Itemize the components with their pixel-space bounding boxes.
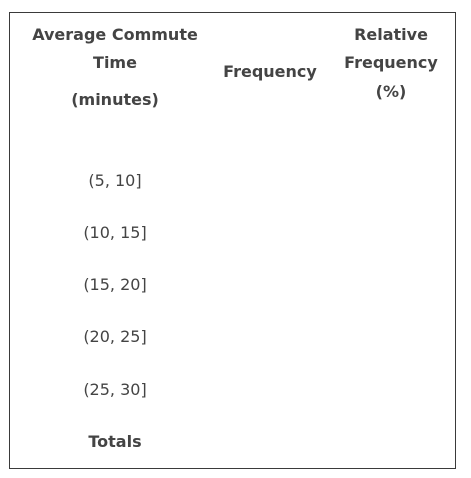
header-interval-line-1: Average Commute — [32, 25, 198, 44]
header-interval: Average Commute Time (minutes) — [24, 13, 206, 113]
header-interval-line-2: Time — [93, 53, 137, 72]
header-relative-frequency: Relative Frequency (%) — [340, 13, 442, 113]
header-relative-line-3: (%) — [375, 82, 407, 101]
table-row-interval: (20, 25] — [83, 327, 147, 346]
totals-label: Totals — [88, 432, 142, 451]
header-interval-line-3: (minutes) — [71, 90, 159, 109]
table-row-interval: (10, 15] — [83, 223, 147, 242]
header-relative-line-1: Relative — [354, 25, 428, 44]
table-row-interval: (25, 30] — [83, 380, 147, 399]
table-row-interval: (5, 10] — [88, 171, 142, 190]
header-frequency: Frequency — [223, 62, 317, 81]
frequency-table: Average Commute Time (minutes) Frequency… — [9, 12, 456, 469]
table-row-interval: (15, 20] — [83, 275, 147, 294]
header-relative-line-2: Frequency — [344, 53, 438, 72]
